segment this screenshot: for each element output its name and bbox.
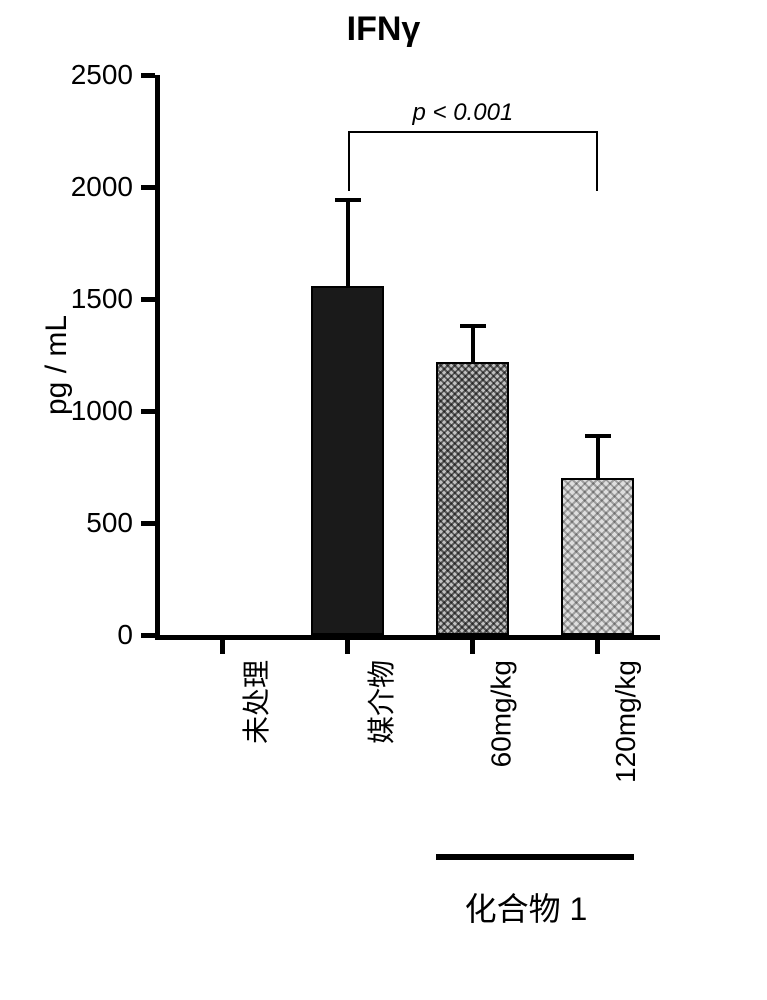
significance-bracket bbox=[0, 0, 767, 1000]
group-underline bbox=[436, 854, 634, 860]
ifng-bar-chart: IFNγ pg / mL p < 0.001 化合物 1 05001000150… bbox=[0, 0, 767, 1000]
